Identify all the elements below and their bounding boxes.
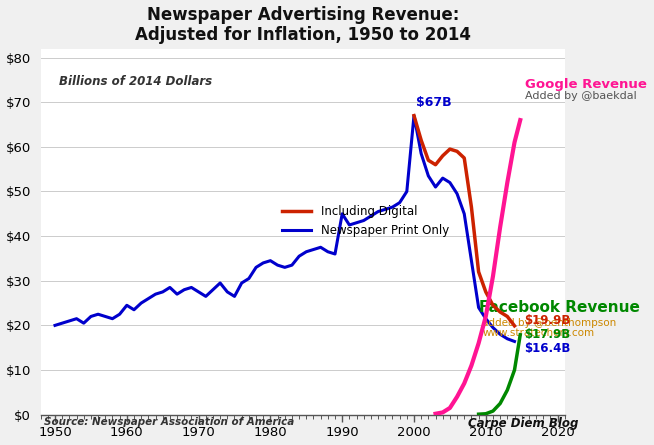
Text: Carpe Diem Blog: Carpe Diem Blog bbox=[468, 417, 578, 430]
Text: $67B: $67B bbox=[416, 96, 452, 109]
Text: $16.4B: $16.4B bbox=[524, 342, 570, 355]
Text: $19.9B: $19.9B bbox=[524, 315, 570, 328]
Text: Added by @baekdal: Added by @baekdal bbox=[525, 90, 637, 101]
Text: Google Revenue: Google Revenue bbox=[525, 78, 647, 91]
Text: Billions of 2014 Dollars: Billions of 2014 Dollars bbox=[59, 76, 212, 89]
Text: www.stratechery.com: www.stratechery.com bbox=[482, 328, 594, 338]
Text: added by @benthompson: added by @benthompson bbox=[482, 318, 617, 328]
Text: Facebook Revenue: Facebook Revenue bbox=[479, 300, 640, 315]
Legend: Including Digital, Newspaper Print Only: Including Digital, Newspaper Print Only bbox=[277, 200, 454, 241]
Text: $17.9B: $17.9B bbox=[524, 328, 570, 341]
Text: Source: Newspaper Association of America: Source: Newspaper Association of America bbox=[44, 417, 294, 427]
Title: Newspaper Advertising Revenue:
Adjusted for Inflation, 1950 to 2014: Newspaper Advertising Revenue: Adjusted … bbox=[135, 5, 471, 44]
